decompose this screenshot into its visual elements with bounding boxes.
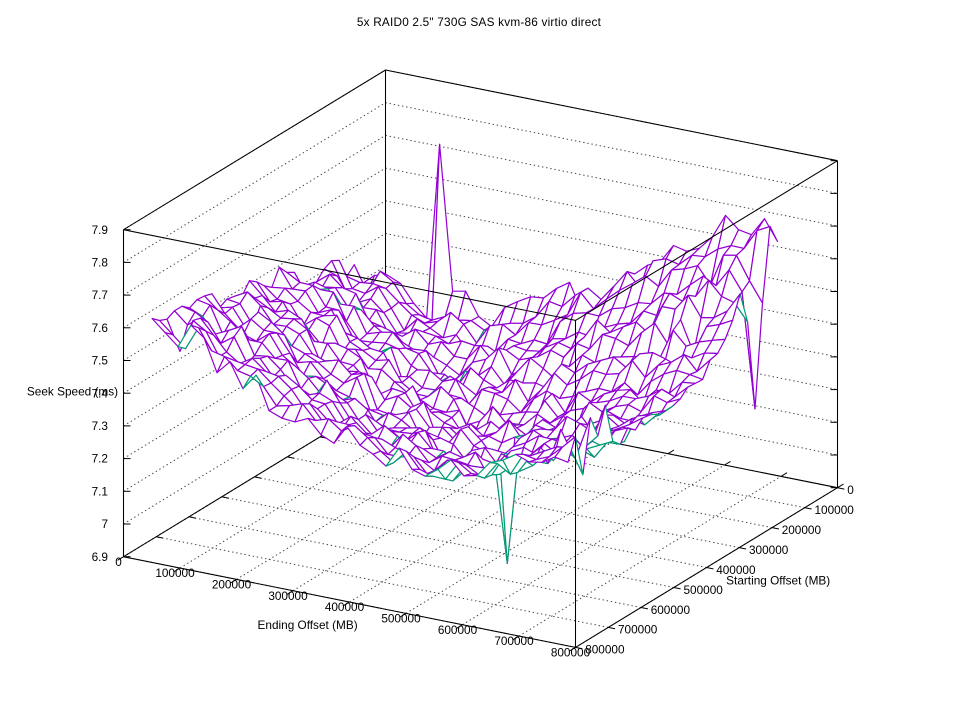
svg-text:400000: 400000 xyxy=(325,600,365,614)
svg-text:500000: 500000 xyxy=(381,612,421,626)
svg-text:200000: 200000 xyxy=(212,578,252,592)
svg-text:100000: 100000 xyxy=(815,503,855,517)
svg-text:6.9: 6.9 xyxy=(92,550,108,564)
svg-text:800000: 800000 xyxy=(585,643,625,657)
svg-text:7.8: 7.8 xyxy=(92,256,109,270)
svg-text:200000: 200000 xyxy=(782,523,822,537)
svg-text:7.4: 7.4 xyxy=(92,386,109,400)
svg-text:7.1: 7.1 xyxy=(92,484,108,498)
svg-text:700000: 700000 xyxy=(494,634,534,648)
svg-text:Starting Offset (MB): Starting Offset (MB) xyxy=(726,574,830,588)
svg-text:Seek Speed (ms): Seek Speed (ms) xyxy=(27,385,118,399)
svg-text:5x RAID0 2.5" 730G SAS kvm-86: 5x RAID0 2.5" 730G SAS kvm-86 virtio dir… xyxy=(357,15,602,29)
svg-text:7.7: 7.7 xyxy=(92,288,108,302)
svg-text:600000: 600000 xyxy=(651,603,691,617)
svg-text:0: 0 xyxy=(847,483,854,497)
svg-text:7: 7 xyxy=(101,517,108,531)
svg-text:7.5: 7.5 xyxy=(92,354,109,368)
svg-text:7.6: 7.6 xyxy=(92,321,109,335)
svg-text:7.3: 7.3 xyxy=(92,419,109,433)
svg-text:7.2: 7.2 xyxy=(92,452,108,466)
svg-text:100000: 100000 xyxy=(155,566,195,580)
svg-text:7.9: 7.9 xyxy=(92,223,108,237)
svg-text:0: 0 xyxy=(115,555,122,569)
svg-text:Ending Offset (MB): Ending Offset (MB) xyxy=(258,618,358,632)
svg-text:500000: 500000 xyxy=(684,583,724,597)
svg-text:400000: 400000 xyxy=(716,563,756,577)
svg-text:700000: 700000 xyxy=(618,623,658,637)
svg-text:300000: 300000 xyxy=(268,589,308,603)
svg-text:300000: 300000 xyxy=(749,543,789,557)
svg-text:800000: 800000 xyxy=(551,646,591,660)
svg-text:600000: 600000 xyxy=(438,623,478,637)
